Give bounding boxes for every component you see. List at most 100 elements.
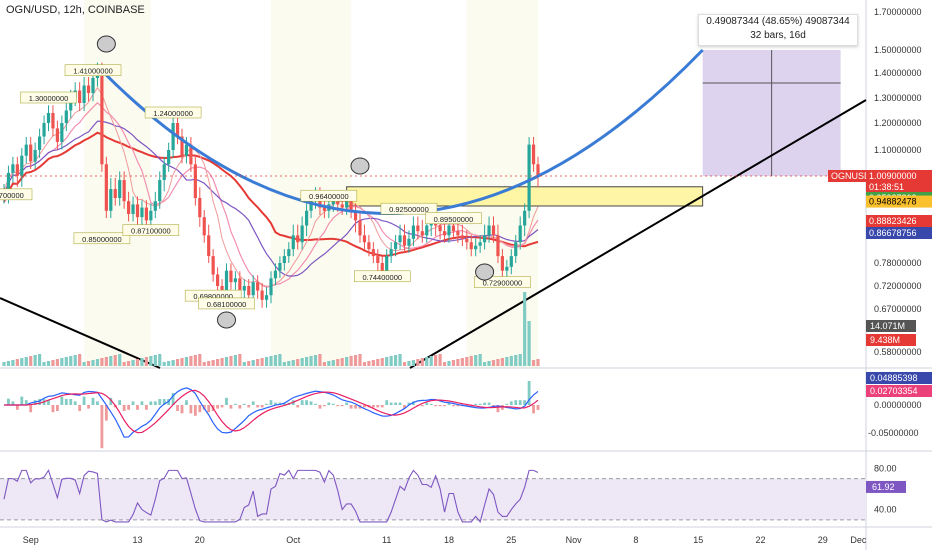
volume-bar [514, 355, 518, 366]
price-label-text: 0.72900000 [483, 279, 523, 288]
volume-bar [380, 358, 384, 366]
macd-histogram-bar [29, 405, 33, 413]
candle-body [505, 266, 509, 271]
volume-bar [309, 356, 313, 366]
volume-bar [162, 362, 166, 366]
volume-bar [416, 359, 420, 366]
volume-bar [353, 355, 358, 366]
measure-bar-count: 32 bars, 16d [750, 30, 806, 41]
macd-histogram-bar [47, 400, 50, 405]
time-axis-label: 8 [633, 535, 638, 545]
volume-bar [456, 359, 460, 366]
candle-body [198, 198, 202, 218]
macd-histogram-bar [64, 399, 68, 405]
volume-bar [184, 357, 189, 366]
macd-histogram-bar [452, 405, 455, 407]
candle-body [113, 189, 117, 198]
candle-body [451, 225, 456, 232]
candle-body [416, 225, 420, 232]
candle-body [305, 210, 309, 226]
volume-bar [460, 358, 464, 366]
macd-histogram-bar [38, 399, 41, 405]
price-label-text: 0.96700000 [0, 191, 24, 200]
time-axis-label: 18 [444, 535, 454, 545]
volume-bar [269, 356, 273, 366]
price-label: 0.74400000 [354, 270, 411, 283]
macd-histogram-bar [109, 397, 113, 405]
macd-histogram-bar [536, 405, 540, 410]
candle-body [514, 242, 518, 257]
price-tick-label: 1.40000000 [874, 68, 922, 78]
volume-bar [69, 356, 73, 366]
candle-body [127, 201, 131, 214]
volume-bar [198, 354, 202, 366]
volume-bar [211, 360, 215, 366]
pivot-marker [475, 263, 495, 281]
candle-body [278, 263, 282, 271]
volume-bar [296, 359, 300, 366]
price-label-box [20, 91, 77, 104]
candle-body [523, 210, 527, 226]
candle-body [20, 155, 24, 176]
volume-bar [505, 357, 509, 366]
price-badge-text: 01:38:51 [869, 182, 904, 192]
macd-histogram-bar [309, 401, 313, 405]
macd-histogram-bar [371, 405, 375, 408]
volume-bar [282, 362, 286, 366]
candle-body [91, 78, 95, 93]
time-axis-label: Oct [286, 535, 301, 545]
candle-body [15, 164, 19, 176]
macd-histogram-bar [238, 405, 242, 409]
volume-bar [193, 355, 197, 366]
price-label-box [474, 276, 531, 288]
price-label-text: 0.89500000 [434, 215, 474, 224]
volume-bar [149, 356, 153, 366]
candle-body [442, 231, 447, 236]
candle-body [367, 242, 371, 250]
candle-body [358, 220, 362, 236]
volume-bar [131, 360, 135, 366]
rsi-badge [866, 480, 906, 493]
volume-bar [113, 355, 117, 366]
macd-histogram-bar [251, 401, 255, 405]
candle-body [6, 172, 11, 195]
volume-bar [144, 357, 148, 366]
macd-histogram-bar [247, 405, 251, 408]
volume-bar [487, 361, 491, 366]
macd-histogram-bar [162, 399, 166, 405]
volume-badge [866, 334, 916, 346]
candle-body [500, 256, 504, 271]
candle-body [11, 164, 15, 173]
volume-bar [402, 362, 407, 366]
macd-histogram-bar [278, 402, 282, 405]
macd-histogram-bar [429, 403, 433, 405]
macd-histogram-bar [349, 405, 353, 409]
candle-body [247, 286, 251, 296]
volume-bar [527, 321, 531, 366]
signal-line [4, 389, 539, 434]
macd-histogram-bar [256, 405, 260, 408]
volume-bar [442, 362, 447, 366]
macd-histogram-bar [331, 403, 335, 405]
price-tick-label: 1.70000000 [874, 7, 922, 17]
macd-histogram-bar [189, 405, 193, 414]
price-tick-label: 0.78000000 [874, 258, 922, 268]
macd-histogram-bar [122, 405, 126, 411]
macd-histogram-bar [78, 405, 82, 411]
rsi-band [0, 478, 866, 520]
volume-bar [483, 362, 487, 366]
candle-body [46, 113, 51, 123]
volume-bar [180, 358, 184, 366]
measure-price-change: 0.49087344 (48.65%) 49087344 [706, 16, 850, 27]
volume-bar [86, 361, 91, 366]
volume-bar [95, 359, 100, 366]
price-label-box [198, 297, 255, 310]
volume-bar [51, 360, 55, 366]
rsi-tick-label: 40.00 [874, 505, 897, 515]
candle-body [269, 278, 273, 296]
macd-histogram-bar [318, 405, 322, 409]
volume-bar [135, 359, 140, 366]
price-label-box [0, 188, 33, 201]
macd-histogram-bar [345, 402, 349, 405]
